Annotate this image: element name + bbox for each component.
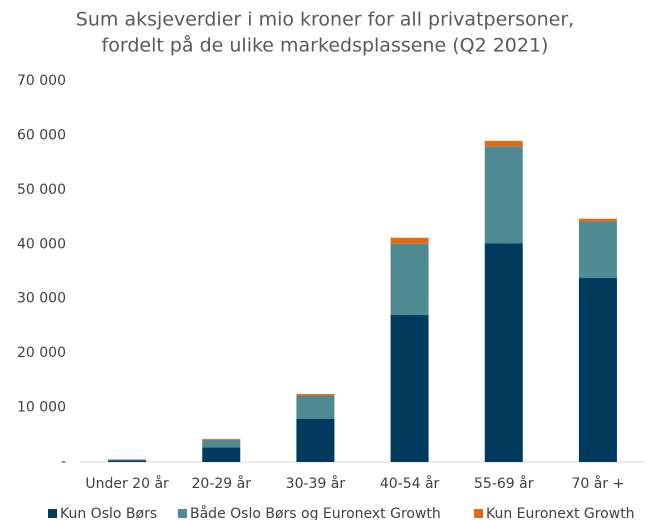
bar-segment: [578, 278, 617, 462]
bar-segment: [202, 439, 241, 448]
y-tick-label: 10 000: [17, 400, 66, 416]
bar-segment: [578, 221, 617, 279]
x-tick-label: 40-54 år: [380, 475, 440, 492]
bar-segment: [202, 447, 241, 462]
legend-label: Både Oslo Børs og Euronext Growth: [190, 505, 441, 520]
y-tick-label: 70 000: [17, 73, 66, 89]
bar-segment: [202, 438, 241, 440]
x-tick-label: 30-39 år: [286, 475, 346, 492]
x-tick-label: 70 år +: [572, 475, 625, 492]
bar-segment: [484, 243, 523, 462]
bar-segment: [296, 393, 335, 396]
x-tick-label: Under 20 år: [85, 475, 169, 492]
bar-segment: [108, 460, 147, 462]
bar-segment: [578, 218, 617, 222]
y-tick-label: 40 000: [17, 236, 66, 252]
bar-segment: [390, 243, 429, 316]
bar-segment: [390, 315, 429, 462]
legend-swatch: [474, 509, 483, 518]
bar-segment: [484, 146, 523, 244]
bar-segment: [296, 395, 335, 420]
legend-swatch: [48, 509, 57, 518]
y-tick-label: -: [61, 454, 66, 470]
legend-swatch: [178, 509, 187, 518]
chart-title: Sum aksjeverdier i mio kroner for all pr…: [76, 9, 574, 31]
x-tick-label: 20-29 år: [192, 475, 252, 492]
bar-segment: [296, 419, 335, 462]
legend-label: Kun Oslo Børs: [60, 506, 157, 520]
y-tick-label: 30 000: [17, 291, 66, 307]
bar-segment: [390, 237, 429, 244]
chart-title: fordelt på de ulike markedsplassene (Q2 …: [102, 34, 549, 57]
legend-label: Kun Euronext Growth: [486, 506, 635, 520]
y-tick-label: 20 000: [17, 345, 66, 361]
bar-segment: [484, 140, 523, 147]
y-tick-label: 50 000: [17, 182, 66, 198]
bar-segment: [108, 459, 147, 461]
y-tick-label: 60 000: [17, 127, 66, 143]
x-tick-label: 55-69 år: [474, 475, 534, 492]
